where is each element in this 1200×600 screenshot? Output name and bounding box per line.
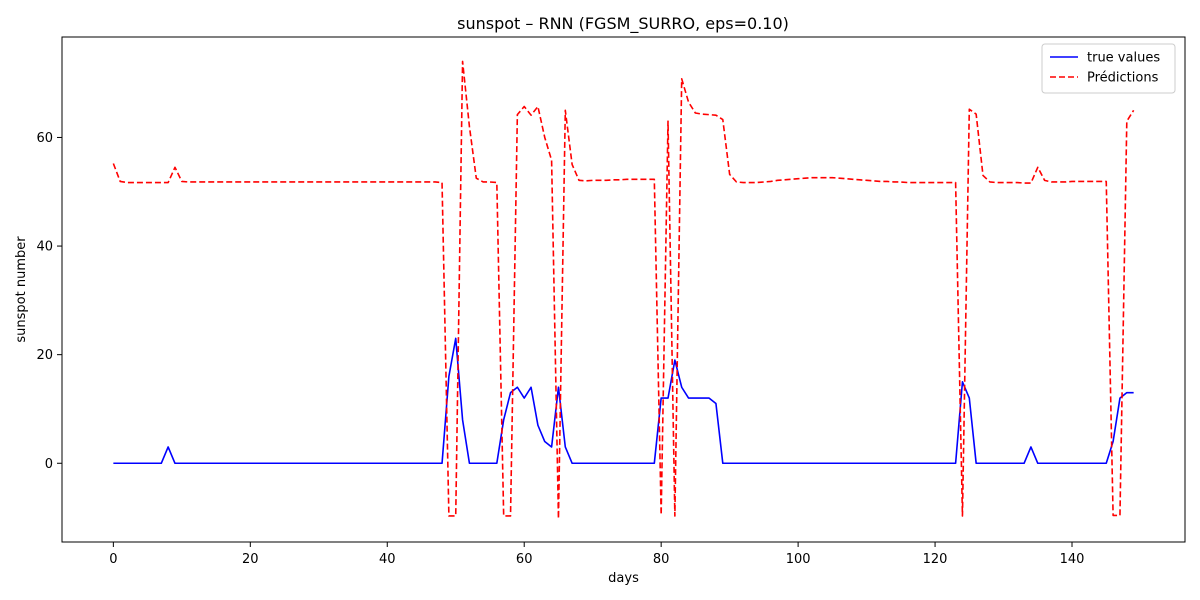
x-tick-label: 60 xyxy=(516,552,533,567)
x-tick-label: 120 xyxy=(923,552,948,567)
x-tick-label: 20 xyxy=(242,552,259,567)
x-tick-label: 0 xyxy=(109,552,117,567)
x-tick-label: 80 xyxy=(653,552,670,567)
y-tick-label: 0 xyxy=(45,457,53,472)
y-axis: 0 20 40 60 xyxy=(36,131,62,472)
plot-area-frame xyxy=(61,36,1186,543)
y-tick-label: 60 xyxy=(36,131,53,146)
series-line-predictions xyxy=(112,60,1135,520)
series-line-true-values xyxy=(113,337,1134,465)
chart-title: sunspot – RNN (FGSM_SURRO, eps=0.10) xyxy=(457,14,789,34)
x-axis-label: days xyxy=(608,571,639,586)
y-tick-label: 40 xyxy=(36,240,53,255)
series-layer xyxy=(112,60,1135,520)
legend: true values Prédictions xyxy=(1041,43,1176,94)
x-tick-label: 40 xyxy=(379,552,396,567)
y-axis-label: sunspot number xyxy=(14,236,29,343)
legend-label: Prédictions xyxy=(1087,71,1159,86)
y-tick-label: 20 xyxy=(36,348,53,363)
x-tick-label: 100 xyxy=(786,552,811,567)
legend-label: true values xyxy=(1087,51,1160,66)
x-tick-label: 140 xyxy=(1060,552,1085,567)
x-axis: 0 20 40 60 80 100 120 140 xyxy=(109,542,1084,567)
